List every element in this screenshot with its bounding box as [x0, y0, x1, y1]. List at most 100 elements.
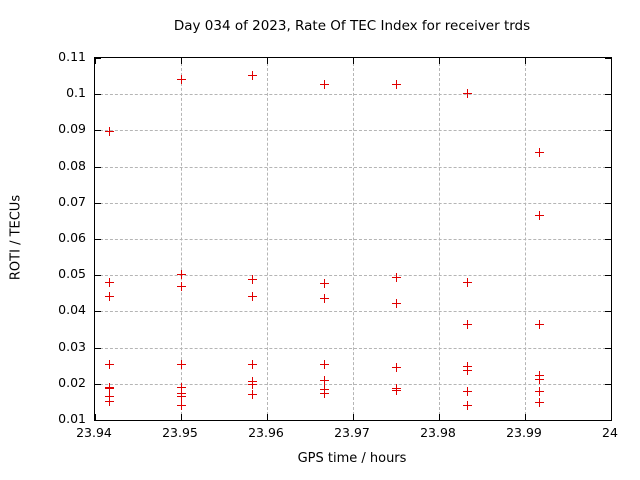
y-tick-mark	[605, 420, 611, 421]
y-tick-mark	[605, 311, 611, 312]
x-tick-mark	[181, 58, 182, 64]
x-tick-mark	[267, 414, 268, 420]
marker-vbar	[466, 365, 468, 375]
y-tick-mark	[95, 275, 101, 276]
marker-vbar	[180, 382, 182, 392]
marker-vbar	[180, 282, 182, 292]
x-tick-label: 23.96	[248, 425, 284, 440]
data-point	[247, 389, 257, 399]
data-point	[462, 319, 472, 329]
x-axis-label: GPS time / hours	[297, 451, 407, 466]
data-point	[247, 380, 257, 389]
y-tick-mark	[605, 167, 611, 168]
data-point	[105, 384, 115, 394]
y-tick-label: 0.04	[58, 302, 86, 317]
marker-vbar	[109, 277, 111, 287]
x-gridline	[353, 58, 354, 420]
marker-vbar	[466, 387, 468, 397]
y-tick-label: 0.11	[58, 49, 86, 64]
y-tick-mark	[605, 130, 611, 131]
y-tick-mark	[605, 384, 611, 385]
plot-area	[94, 57, 612, 421]
y-tick-mark	[95, 58, 101, 59]
data-point	[176, 360, 186, 370]
marker-vbar	[324, 278, 326, 288]
x-tick-label: 23.95	[162, 425, 198, 440]
y-tick-label: 0.09	[58, 121, 86, 136]
marker-vbar	[466, 319, 468, 329]
data-point	[391, 272, 401, 282]
data-point	[320, 359, 330, 369]
marker-vbar	[180, 74, 182, 84]
y-tick-mark	[95, 311, 101, 312]
data-point	[391, 298, 401, 308]
x-tick-mark	[525, 58, 526, 64]
data-point	[462, 88, 472, 98]
data-point	[320, 389, 330, 399]
data-point	[176, 400, 186, 410]
x-tick-label: 23.97	[334, 425, 370, 440]
x-tick-label: 23.99	[506, 425, 542, 440]
y-tick-mark	[605, 203, 611, 204]
y-tick-mark	[605, 58, 611, 59]
data-point	[535, 374, 545, 384]
marker-vbar	[324, 293, 326, 303]
marker-vbar	[109, 391, 111, 401]
data-point	[105, 359, 115, 369]
marker-vbar	[324, 375, 326, 385]
y-tick-mark	[95, 203, 101, 204]
y-tick-label: 0.1	[66, 85, 86, 100]
marker-vbar	[180, 392, 182, 402]
data-point	[535, 319, 545, 329]
x-tick-mark	[611, 414, 612, 420]
x-tick-mark	[611, 58, 612, 64]
data-point	[320, 293, 330, 303]
data-point	[176, 392, 186, 402]
chart-title: Day 034 of 2023, Rate Of TEC Index for r…	[173, 18, 531, 34]
marker-vbar	[109, 397, 111, 406]
data-point	[535, 148, 545, 158]
data-point	[105, 292, 115, 302]
data-point	[462, 400, 472, 410]
data-point	[535, 210, 545, 220]
x-tick-mark	[353, 414, 354, 420]
data-point	[176, 74, 186, 84]
marker-vbar	[180, 400, 182, 410]
marker-vbar	[539, 210, 541, 220]
data-point	[247, 275, 257, 284]
data-point	[320, 80, 330, 90]
marker-vbar	[251, 380, 253, 389]
y-tick-mark	[95, 94, 101, 95]
data-point	[320, 278, 330, 288]
marker-vbar	[109, 127, 111, 136]
data-point	[391, 79, 401, 89]
data-point	[391, 362, 401, 372]
marker-vbar	[539, 374, 541, 384]
y-tick-label: 0.05	[58, 266, 86, 281]
x-tick-mark	[525, 414, 526, 420]
x-gridline	[181, 58, 182, 420]
x-tick-label: 24	[602, 425, 618, 440]
data-point	[176, 282, 186, 292]
data-point	[105, 397, 115, 406]
data-point	[105, 277, 115, 287]
marker-vbar	[466, 400, 468, 410]
y-tick-mark	[95, 384, 101, 385]
marker-vbar	[539, 319, 541, 329]
marker-vbar	[395, 298, 397, 308]
y-tick-mark	[95, 130, 101, 131]
data-point	[320, 375, 330, 385]
y-tick-mark	[605, 275, 611, 276]
data-point	[462, 387, 472, 397]
marker-vbar	[109, 359, 111, 369]
marker-vbar	[539, 398, 541, 408]
data-point	[176, 382, 186, 392]
marker-vbar	[466, 88, 468, 98]
y-tick-mark	[95, 420, 101, 421]
y-tick-mark	[605, 94, 611, 95]
marker-vbar	[324, 359, 326, 369]
marker-vbar	[395, 272, 397, 282]
y-tick-mark	[95, 167, 101, 168]
marker-vbar	[251, 360, 253, 370]
x-tick-mark	[95, 414, 96, 420]
